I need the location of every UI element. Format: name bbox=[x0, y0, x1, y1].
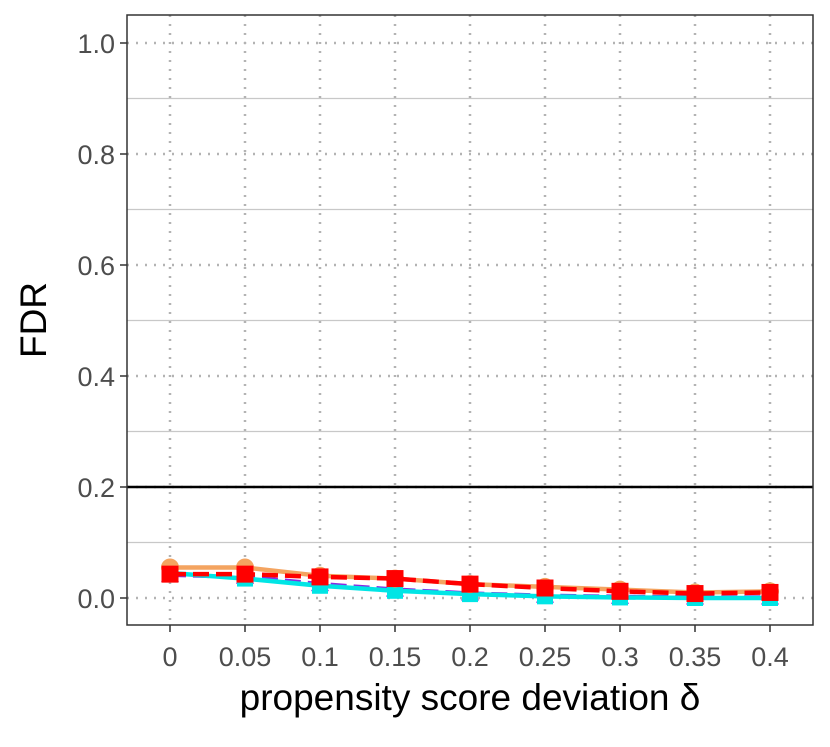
x-tick-label: 0.3 bbox=[601, 642, 639, 672]
y-tick-label: 0.0 bbox=[77, 584, 115, 614]
x-tick-label: 0.15 bbox=[369, 642, 422, 672]
x-tick-label: 0.35 bbox=[669, 642, 722, 672]
y-tick-label: 0.4 bbox=[77, 362, 115, 392]
y-tick-label: 0.8 bbox=[77, 140, 115, 170]
series-4-point bbox=[161, 565, 179, 583]
y-tick-label: 0.2 bbox=[77, 473, 115, 503]
x-tick-label: 0 bbox=[162, 642, 177, 672]
grid-layer bbox=[127, 15, 813, 625]
y-tick-label: 0.6 bbox=[77, 251, 115, 281]
series-layer bbox=[161, 558, 779, 606]
series-4-point bbox=[311, 568, 329, 586]
y-tick-label: 1.0 bbox=[77, 29, 115, 59]
x-axis-title: propensity score deviation δ bbox=[240, 677, 701, 718]
series-4-point bbox=[236, 565, 254, 583]
y-axis-title: FDR bbox=[13, 282, 54, 358]
x-tick-label: 0.05 bbox=[219, 642, 272, 672]
axis-layer: 0.0 0.2 0.4 0.6 0.8 1.0 0 0.05 0.1 0.15 0.2 0.25 0.3… bbox=[77, 14, 814, 672]
x-tick-label: 0.1 bbox=[301, 642, 339, 672]
x-tick-label: 0.2 bbox=[451, 642, 489, 672]
x-tick-label: 0.25 bbox=[519, 642, 572, 672]
series-4-point bbox=[686, 585, 704, 603]
series-4-point bbox=[536, 579, 554, 597]
series-4-point bbox=[461, 575, 479, 593]
series-4-point bbox=[386, 570, 404, 588]
x-tick-label: 0.4 bbox=[751, 642, 789, 672]
series-4-point bbox=[761, 583, 779, 601]
series-4-point bbox=[611, 582, 629, 600]
